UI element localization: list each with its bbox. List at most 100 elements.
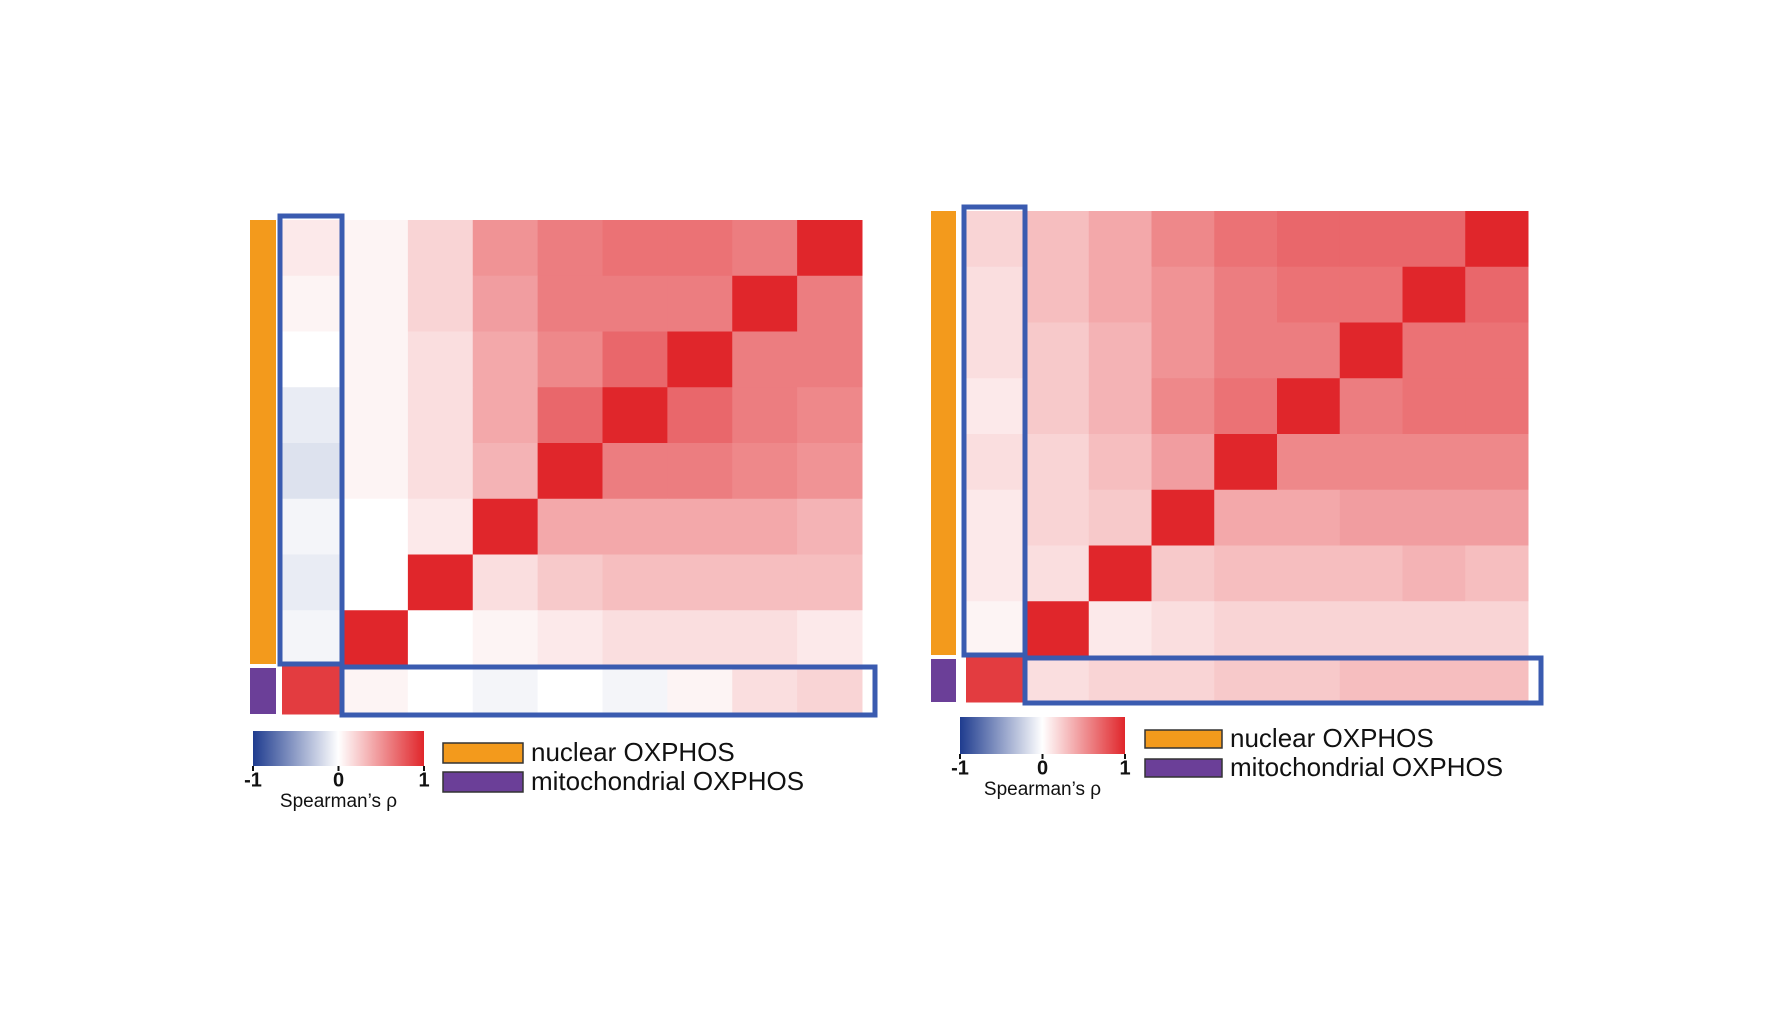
heatmap-cell — [1339, 545, 1403, 602]
heatmap-cell — [1465, 434, 1529, 491]
heatmap-cell — [1465, 378, 1529, 435]
heatmap-cell — [1214, 601, 1278, 658]
heatmap-cell — [667, 443, 733, 500]
heatmap-cell — [1277, 489, 1341, 546]
heatmap-cell — [1402, 211, 1466, 268]
heatmap-cell — [472, 331, 539, 388]
group-bar — [250, 668, 276, 714]
colorbar-tick-label: 0 — [1037, 757, 1048, 779]
heatmap-cell — [282, 275, 341, 332]
heatmap-cell — [1339, 211, 1403, 268]
heatmap-cell — [472, 275, 539, 332]
heatmap-cell — [343, 610, 409, 667]
heatmap-cell — [282, 331, 341, 388]
heatmap-cell — [1088, 266, 1152, 323]
legend-swatch — [1144, 729, 1223, 749]
heatmap-cell — [537, 666, 603, 715]
heatmap-cell — [1151, 489, 1215, 546]
heatmap-cell — [602, 666, 668, 715]
heatmap-cell — [732, 331, 798, 388]
heatmap-cell — [1088, 378, 1152, 435]
heatmap-cell — [1151, 266, 1215, 323]
heatmap-cell — [1465, 211, 1529, 268]
colorbar — [253, 731, 424, 766]
heatmap-cell — [797, 498, 863, 555]
heatmap-cell — [966, 489, 1024, 546]
heatmap-cell — [282, 666, 341, 715]
heatmap-cell — [537, 554, 603, 611]
highlight-box — [339, 664, 878, 718]
heatmap-cell — [407, 610, 474, 667]
heatmap-cell — [407, 498, 474, 555]
heatmap-cell — [1402, 489, 1466, 546]
heatmap-cell — [1277, 266, 1341, 323]
heatmap-cell — [1277, 378, 1341, 435]
heatmap-cell — [1402, 266, 1466, 323]
heatmap-cell — [472, 610, 539, 667]
heatmap-cell — [1151, 322, 1215, 379]
colorbar-label: Spearman’s ρ — [280, 791, 397, 812]
legend-label: mitochondrial OXPHOS — [1230, 752, 1503, 782]
legend-label: mitochondrial OXPHOS — [531, 766, 804, 796]
heatmap-cell — [1026, 266, 1090, 323]
heatmap-cell — [602, 498, 668, 555]
heatmap-cell — [732, 443, 798, 500]
heatmap-cell — [282, 498, 341, 555]
heatmap-cell — [472, 443, 539, 500]
heatmap-cell — [1214, 378, 1278, 435]
heatmap-cell — [797, 610, 863, 667]
heatmap-cell — [966, 266, 1024, 323]
heatmap-cell — [667, 387, 733, 444]
heatmap-cell — [1402, 378, 1466, 435]
heatmap-cell — [1277, 211, 1341, 268]
heatmap-cell — [282, 610, 341, 667]
heatmap-cell — [343, 443, 409, 500]
heatmap-cell — [343, 498, 409, 555]
heatmap-cell — [1339, 266, 1403, 323]
heatmap-cell — [797, 666, 863, 715]
heatmap-cell — [1402, 322, 1466, 379]
heatmap-cell — [732, 387, 798, 444]
heatmap-cell — [966, 322, 1024, 379]
heatmap-cell — [1214, 266, 1278, 323]
heatmap-cell — [966, 378, 1024, 435]
heatmap-cell — [966, 211, 1024, 268]
highlight-box — [277, 213, 345, 667]
heatmap-cell — [407, 443, 474, 500]
heatmap-cell — [1088, 657, 1152, 703]
heatmap-cell — [667, 610, 733, 667]
colorbar — [960, 717, 1125, 754]
heatmap-cell — [797, 554, 863, 611]
heatmap-cell — [667, 220, 733, 277]
heatmap-cell — [797, 443, 863, 500]
heatmap-cell — [667, 498, 733, 555]
heatmap-cell — [732, 220, 798, 277]
heatmap-cell — [1088, 601, 1152, 658]
colorbar-tick-label: -1 — [244, 769, 262, 791]
legend-label: nuclear OXPHOS — [531, 737, 735, 767]
colorbar-label: Spearman’s ρ — [984, 779, 1101, 800]
heatmap-cell — [1214, 211, 1278, 268]
heatmap-cell — [1465, 489, 1529, 546]
heatmap-cell — [1402, 545, 1466, 602]
heatmap-cell — [732, 498, 798, 555]
heatmap-cell — [797, 275, 863, 332]
heatmap-cell — [407, 220, 474, 277]
heatmap-cell — [472, 554, 539, 611]
heatmap-cell — [1465, 266, 1529, 323]
heatmap-cell — [343, 331, 409, 388]
legend-swatch — [442, 771, 524, 793]
heatmap-cell — [537, 443, 603, 500]
heatmap-cell — [1151, 378, 1215, 435]
heatmap-cell — [1277, 601, 1341, 658]
legend-label: nuclear OXPHOS — [1230, 723, 1434, 753]
group-bar — [250, 220, 276, 664]
heatmap-cell — [602, 331, 668, 388]
heatmap-cell — [966, 601, 1024, 658]
heatmap-cell — [966, 657, 1024, 703]
heatmap-cell — [797, 331, 863, 388]
heatmap-cell — [602, 387, 668, 444]
heatmap-cell — [667, 554, 733, 611]
heatmap-cell — [537, 387, 603, 444]
heatmap-cell — [1214, 322, 1278, 379]
